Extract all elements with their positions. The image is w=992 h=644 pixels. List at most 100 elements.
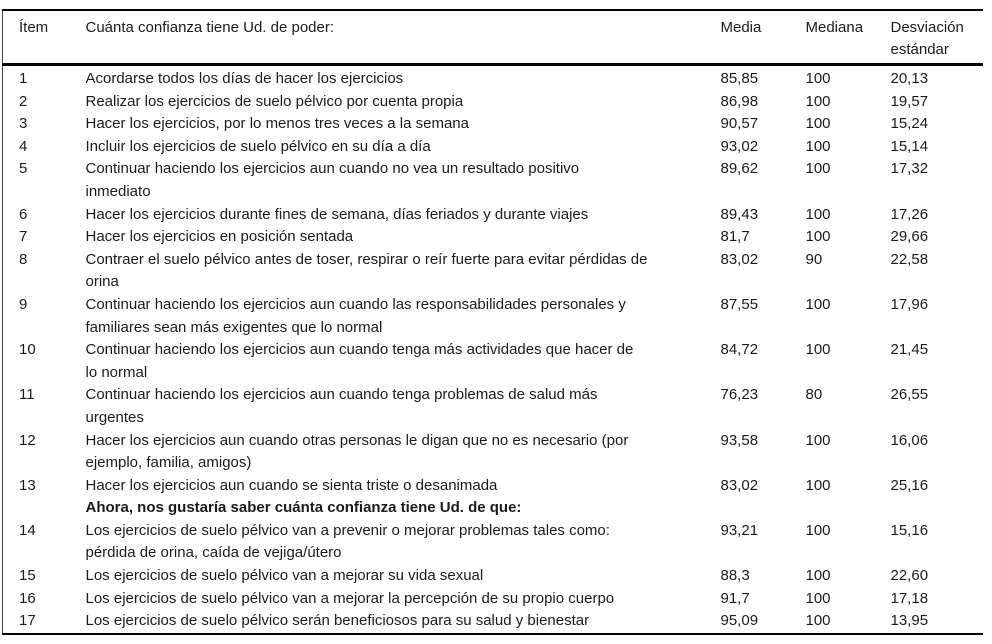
sd-cell: 22,60 (890, 567, 929, 585)
col-header-desviacion: Desviación estándar (890, 10, 983, 66)
mediana-cell: 100 (805, 70, 831, 87)
table-row: 3 Hacer los ejercicios, por lo menos tres… (3, 113, 983, 136)
mediana-cell: 80 (805, 386, 823, 404)
item-text-cell: Hacer los ejercicios aun cuando se sient… (85, 476, 498, 494)
sd-cell: 15,14 (890, 137, 929, 155)
media-cell: 89,43 (720, 205, 759, 223)
media-cell: 84,72 (720, 341, 759, 359)
item-text-cell: Los ejercicios de suelo pélvico serán be… (85, 612, 590, 630)
section-header-row: Ahora, nos gustaría saber cuánta confian… (3, 497, 983, 520)
sd-cell: 26,55 (890, 386, 929, 404)
sd-cell: 19,57 (890, 92, 929, 110)
item-text-cell: Continuar haciendo los ejercicios aun cu… (85, 160, 580, 200)
table-row: 12 Hacer los ejercicios aun cuando otras … (3, 430, 983, 475)
col-header-item: Ítem (2, 10, 86, 66)
sd-cell: 16,06 (890, 431, 929, 449)
media-cell: 86,98 (720, 92, 759, 110)
col-header-media: Media (720, 10, 806, 66)
item-text-cell: Hacer los ejercicios aun cuando otras pe… (85, 431, 629, 472)
item-text-cell: Hacer los ejercicios en posición sentada (85, 228, 354, 246)
item-text-cell: Los ejercicios de suelo pélvico van a me… (85, 589, 615, 607)
results-table-container: Ítem Cuánta confianza tiene Ud. de poder… (2, 9, 983, 635)
sd-cell (891, 497, 983, 520)
item-number-cell: 12 (19, 431, 36, 449)
table-row: 4 Incluir los ejercicios de suelo pélvico… (3, 136, 983, 159)
media-cell: 93,02 (720, 137, 759, 155)
mediana-cell: 100 (805, 341, 831, 359)
item-number-cell: 17 (19, 612, 36, 630)
item-number-cell: 15 (19, 567, 36, 585)
item-number-cell: 13 (19, 476, 36, 494)
media-cell: 93,58 (720, 431, 759, 449)
table-body: 1 Acordarse todos los días de hacer los e… (3, 65, 983, 634)
header-row: Ítem Cuánta confianza tiene Ud. de poder… (2, 10, 983, 66)
media-cell: 83,02 (720, 476, 759, 494)
media-cell: 91,7 (720, 589, 750, 607)
mediana-cell: 100 (805, 589, 831, 607)
media-cell: 88,3 (720, 567, 750, 585)
mediana-cell (806, 497, 891, 520)
table-row: 8 Contraer el suelo pélvico antes de tose… (3, 249, 983, 294)
table-head: Ítem Cuánta confianza tiene Ud. de poder… (2, 10, 983, 66)
item-text-cell: Los ejercicios de suelo pélvico van a pr… (85, 521, 610, 562)
item-text-cell: Incluir los ejercicios de suelo pélvico … (85, 137, 431, 155)
media-cell: 90,57 (720, 115, 759, 133)
item-number-cell: 9 (19, 295, 28, 313)
table-row: 1 Acordarse todos los días de hacer los e… (3, 65, 983, 91)
table-row: 2 Realizar los ejercicios de suelo pélvic… (3, 91, 983, 114)
item-text-cell: Contraer el suelo pélvico antes de toser… (85, 250, 648, 291)
mediana-cell: 100 (805, 160, 831, 178)
table-row: 16 Los ejercicios de suelo pélvico van a … (3, 588, 983, 611)
media-cell: 83,02 (720, 250, 759, 268)
sd-cell: 25,16 (890, 476, 929, 494)
sd-cell: 20,13 (890, 70, 929, 87)
sd-cell: 17,18 (890, 589, 929, 607)
item-number-cell: 11 (19, 386, 35, 404)
sd-cell: 15,16 (890, 521, 929, 539)
sd-cell: 13,95 (890, 612, 929, 630)
sd-cell: 17,96 (890, 295, 929, 313)
item-text-cell: Continuar haciendo los ejercicios aun cu… (85, 341, 634, 381)
mediana-cell: 100 (805, 567, 831, 585)
item-text-cell: Continuar haciendo los ejercicios aun cu… (85, 386, 598, 426)
item-text-cell: Continuar haciendo los ejercicios aun cu… (85, 295, 626, 336)
mediana-cell: 100 (805, 92, 831, 110)
mediana-cell: 100 (805, 115, 831, 133)
item-number-cell: 16 (19, 589, 36, 607)
item-number-cell: 5 (19, 160, 28, 178)
col-header-question: Cuánta confianza tiene Ud. de poder: (85, 10, 721, 66)
table-row: 17 Los ejercicios de suelo pélvico serán … (3, 610, 983, 634)
mediana-cell: 100 (805, 612, 831, 630)
media-cell: 85,85 (720, 70, 759, 87)
table-row: 5 Continuar haciendo los ejercicios aun c… (3, 158, 983, 203)
media-cell: 93,21 (720, 521, 759, 539)
table-row: 6 Hacer los ejercicios durante fines de s… (3, 204, 983, 227)
media-cell (721, 497, 806, 520)
table-row: 9 Continuar haciendo los ejercicios aun c… (3, 294, 983, 339)
item-number-cell: 4 (19, 137, 28, 155)
item-text-cell: Realizar los ejercicios de suelo pélvico… (85, 92, 464, 110)
item-text-cell: Hacer los ejercicios, por lo menos tres … (85, 115, 470, 133)
mediana-cell: 100 (805, 228, 831, 246)
sd-cell: 17,26 (890, 205, 929, 223)
mediana-cell: 90 (805, 250, 823, 268)
mediana-cell: 100 (805, 521, 831, 539)
media-cell: 76,23 (720, 386, 759, 404)
item-number-cell: 3 (19, 115, 28, 133)
mediana-cell: 100 (805, 295, 831, 313)
media-cell: 87,55 (720, 295, 759, 313)
item-number-cell: 8 (19, 250, 28, 268)
sd-cell: 29,66 (890, 228, 929, 246)
item-number-cell: 1 (19, 70, 28, 87)
sd-cell: 17,32 (890, 160, 929, 178)
table-row: 7 Hacer los ejercicios en posición sentad… (3, 226, 983, 249)
item-number-cell: 6 (19, 205, 28, 223)
mediana-cell: 100 (805, 205, 831, 223)
table-row: 15 Los ejercicios de suelo pélvico van a … (3, 565, 983, 588)
sd-cell: 22,58 (890, 250, 929, 268)
item-number-cell: 7 (19, 228, 28, 246)
item-number-cell: 14 (19, 521, 36, 539)
item-number-cell: 2 (19, 92, 28, 110)
mediana-cell: 100 (805, 476, 831, 494)
item-text-cell: Acordarse todos los días de hacer los ej… (85, 70, 404, 87)
